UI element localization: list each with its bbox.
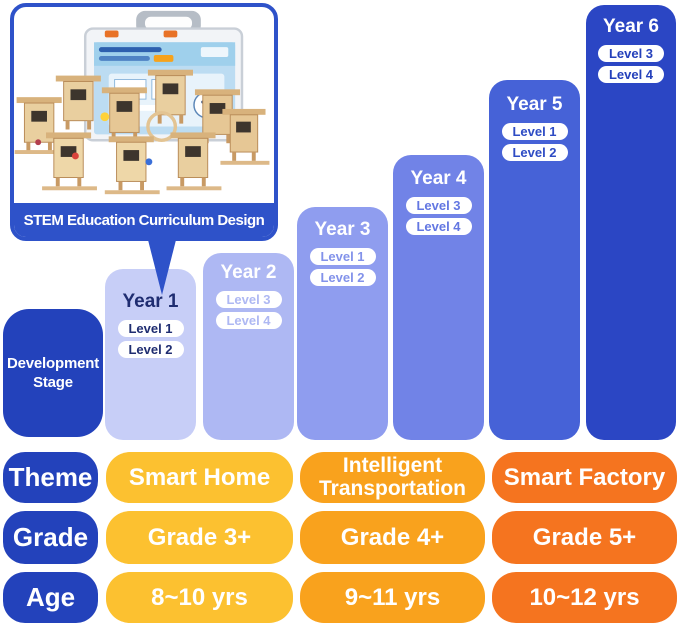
theme-intelligent-transportation-cell: Intelligent Transportation [300,452,485,503]
year-title: Year 1 [122,291,179,312]
grade-4-cell: Grade 4+ [300,511,485,564]
age-10-12-cell: 10~12 yrs [492,572,677,623]
year-column-1: Year 1 Level 1 Level 2 [105,269,196,440]
year-column-6: Year 6 Level 3 Level 4 [586,5,676,440]
year-column-3: Year 3 Level 1 Level 2 [297,207,388,440]
year-title: Year 2 [220,262,277,283]
level-pill: Level 4 [405,218,472,235]
age-8-10-cell: 8~10 yrs [106,572,293,623]
product-photo-illustration [14,10,270,195]
theme-row-label: Theme [3,452,98,503]
wooden-models-graphic [14,69,270,195]
level-pill: Level 4 [598,66,664,83]
level-pill: Level 3 [215,291,282,308]
grade-row-label: Grade [3,511,98,564]
level-pill: Level 1 [309,248,376,265]
level-pill: Level 3 [598,45,664,62]
product-caption: STEM Education Curriculum Design [14,203,274,237]
theme-smart-factory-cell: Smart Factory [492,452,677,503]
theme-smart-home-cell: Smart Home [106,452,293,503]
level-pill: Level 4 [215,312,282,329]
development-stage-badge: Development Stage [3,309,103,437]
product-image-card: STEM Education Curriculum Design [10,3,278,241]
development-stage-line2: Stage [33,374,73,391]
year-title: Year 5 [506,94,563,115]
level-pill: Level 1 [501,123,568,140]
level-pill: Level 2 [117,341,184,358]
grade-5-cell: Grade 5+ [492,511,677,564]
year-title: Year 3 [314,219,371,240]
level-pill: Level 2 [309,269,376,286]
year-column-2: Year 2 Level 3 Level 4 [203,253,294,440]
year-title: Year 4 [410,168,467,189]
level-pill: Level 1 [117,320,184,337]
level-pill: Level 3 [405,197,472,214]
age-9-11-cell: 9~11 yrs [300,572,485,623]
year-title: Year 6 [603,16,659,37]
level-pill: Level 2 [501,144,568,161]
year-column-5: Year 5 Level 1 Level 2 [489,80,580,440]
product-photo [14,7,274,203]
grade-3-cell: Grade 3+ [106,511,293,564]
year-column-4: Year 4 Level 3 Level 4 [393,155,484,440]
age-row-label: Age [3,572,98,623]
development-stage-line1: Development [7,354,99,372]
